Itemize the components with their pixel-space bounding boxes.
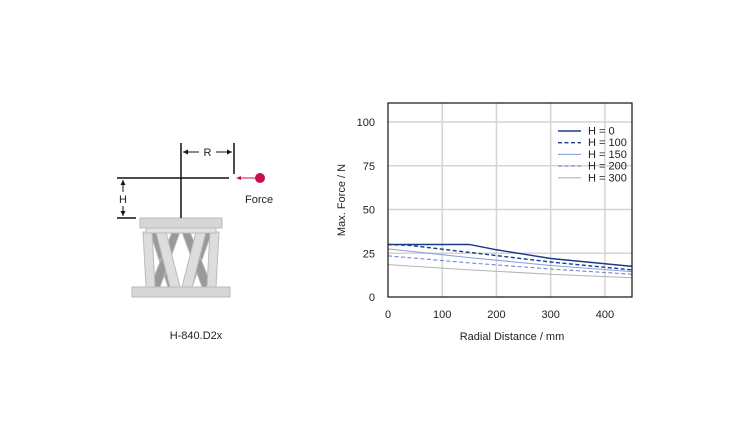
series-line (388, 243, 633, 268)
plot-frame (387, 102, 633, 298)
force-point (255, 173, 265, 183)
base-plate (131, 286, 231, 298)
grid (388, 103, 632, 297)
diagram-caption: H-840.D2x (170, 330, 223, 342)
label-r: R (204, 147, 212, 159)
series-lines (387, 243, 633, 279)
y-tick-label: 75 (363, 161, 375, 173)
top-plate (139, 217, 223, 229)
series-line (387, 248, 633, 273)
y-tick-label: 0 (369, 292, 375, 304)
x-tick-label: 100 (433, 309, 451, 321)
y-tick-label: 25 (363, 248, 375, 260)
tick-labels: 0 100 200 300 400 0 25 50 75 100 (357, 117, 614, 321)
x-tick-label: 200 (487, 309, 505, 321)
series-line (387, 243, 633, 271)
legend-label: H = 200 (588, 161, 627, 173)
legend-label: H = 150 (588, 149, 627, 161)
x-axis-label: Radial Distance / mm (460, 331, 565, 343)
y-tick-label: 100 (357, 117, 375, 129)
x-tick-label: 400 (596, 309, 614, 321)
hexapod-diagram: R H Force H-840.D2x (116, 143, 273, 342)
x-tick-label: 300 (541, 309, 559, 321)
hexapod-struts (142, 231, 220, 288)
legend-label: H = 0 (588, 126, 615, 138)
label-h: H (119, 194, 127, 206)
legend-label: H = 300 (588, 172, 627, 184)
x-tick-label: 0 (385, 309, 391, 321)
series-line (387, 264, 633, 279)
y-axis-label: Max. Force / N (336, 164, 348, 236)
label-force: Force (245, 194, 273, 206)
series-line (387, 255, 633, 275)
legend-label: H = 100 (588, 137, 627, 149)
y-tick-label: 50 (363, 205, 375, 217)
